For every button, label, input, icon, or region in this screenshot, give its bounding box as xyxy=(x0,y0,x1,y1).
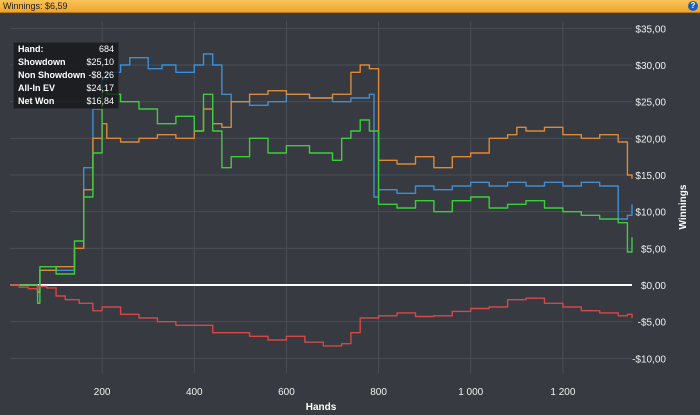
stats-value: $16,84 xyxy=(86,96,114,106)
y-tick-label: -$5,00 xyxy=(638,318,667,329)
x-tick-label: 400 xyxy=(186,387,203,398)
y-tick-label: -$10,00 xyxy=(632,354,666,365)
y-tick-label: $20,00 xyxy=(635,134,666,145)
series-line-green xyxy=(10,86,633,304)
y-tick-label: $5,00 xyxy=(641,244,666,255)
x-tick-label: 600 xyxy=(278,387,295,398)
stats-row: All-In EV $24,17 xyxy=(14,82,118,95)
y-axis-title: Winnings xyxy=(678,184,689,229)
stats-value: 684 xyxy=(98,44,114,54)
y-tick-label: $25,00 xyxy=(635,98,666,109)
stats-label: Non Showdown xyxy=(18,70,86,80)
stats-row: Showdown $25,10 xyxy=(14,56,118,69)
y-tick-label: $10,00 xyxy=(635,208,666,219)
y-tick-label: $35,00 xyxy=(635,24,666,35)
title-bar: Winnings: $6,59 ? xyxy=(0,0,700,13)
x-tick-label: 800 xyxy=(370,387,387,398)
x-tick-label: 1 200 xyxy=(550,387,575,398)
x-tick-label: 1 000 xyxy=(458,387,483,398)
x-tick-label: 200 xyxy=(94,387,111,398)
series-line-red xyxy=(10,284,633,347)
help-icon[interactable]: ? xyxy=(688,1,698,11)
x-axis-title: Hands xyxy=(306,402,337,413)
stats-row: Net Won $16,84 xyxy=(14,95,118,108)
stats-label: Net Won xyxy=(18,96,55,106)
stats-row: Non Showdown -$8,26 xyxy=(14,69,118,82)
window-title: Winnings: $6,59 xyxy=(3,1,68,11)
y-tick-label: $15,00 xyxy=(635,171,666,182)
stats-label: All-In EV xyxy=(18,83,56,93)
chart-frame: 200 400 600 800 1 000 1 200 $35,00 $30,00 $25,00… xyxy=(0,13,700,415)
y-tick-label: $30,00 xyxy=(635,61,666,72)
stats-panel: Hand: 684 Showdown $25,10 Non Showdown -$8,26… xyxy=(13,42,119,109)
stats-label: Hand: xyxy=(18,44,44,54)
stats-label: Showdown xyxy=(18,57,66,67)
stats-value: $25,10 xyxy=(86,57,114,67)
stats-value: -$8,26 xyxy=(88,70,114,80)
y-tick-label: $0,00 xyxy=(641,281,666,292)
stats-row: Hand: 684 xyxy=(14,43,118,56)
stats-value: $24,17 xyxy=(86,83,114,93)
